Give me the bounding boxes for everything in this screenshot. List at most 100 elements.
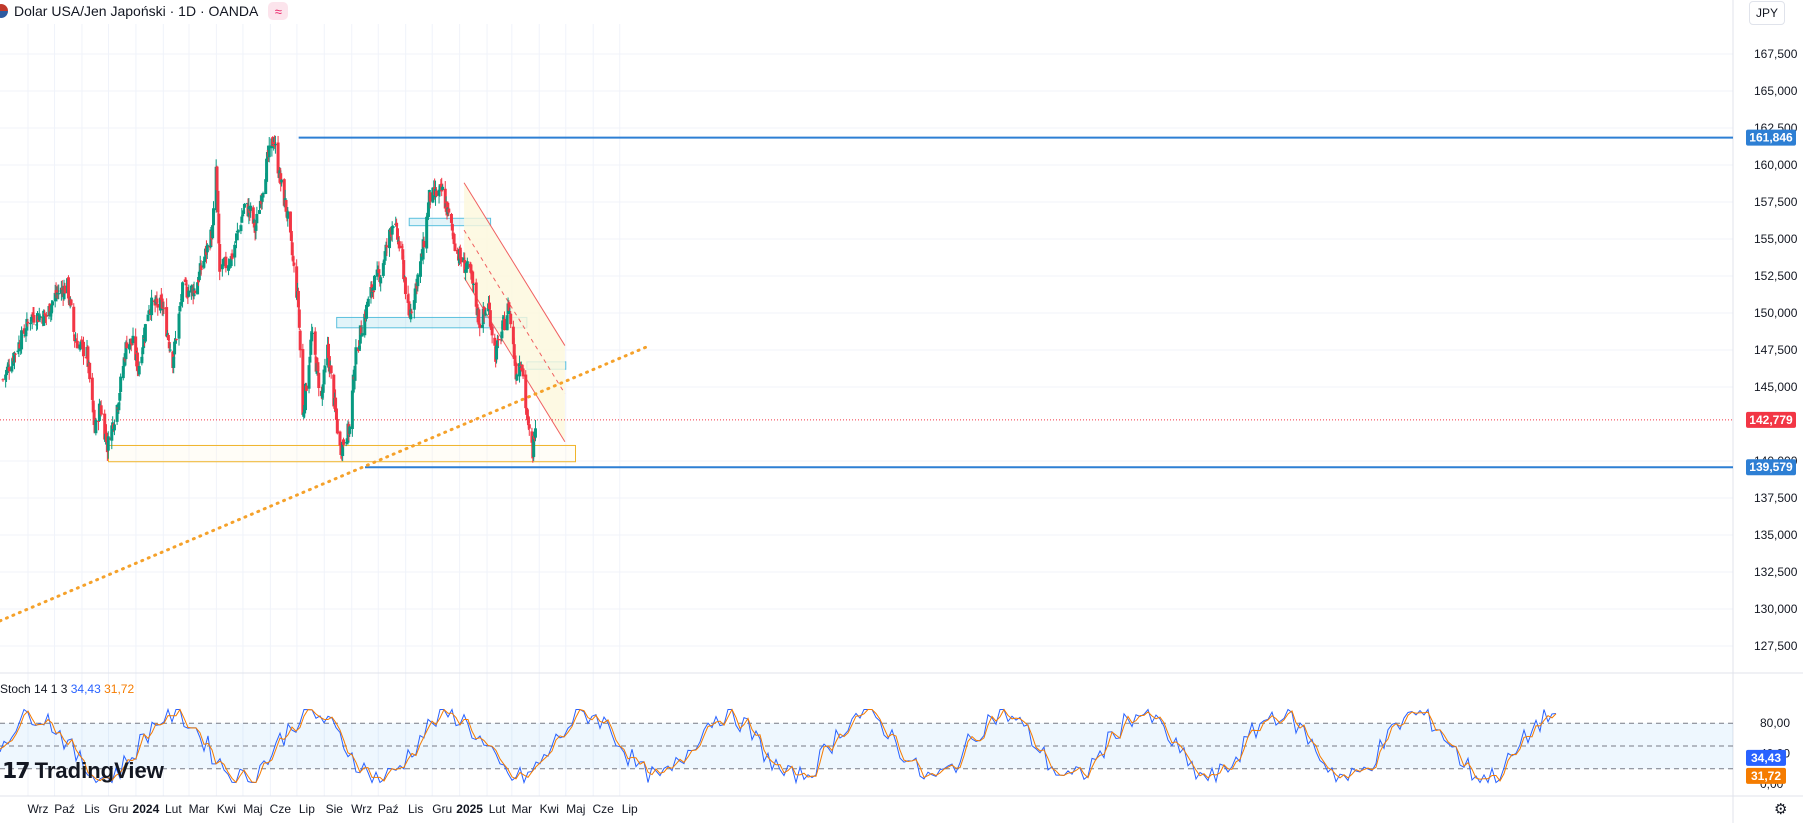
price-tick-label: 145,000 — [1754, 380, 1798, 394]
candle-body — [280, 179, 284, 183]
candle-body — [511, 326, 515, 345]
candle-body — [217, 213, 221, 244]
candle-body — [304, 385, 308, 391]
candle-body — [80, 339, 84, 341]
candle-body — [363, 313, 367, 336]
candle-body — [112, 424, 116, 431]
candle-body — [26, 321, 30, 324]
candle-body — [78, 344, 82, 350]
tradingview-logo[interactable]: 𝟭𝟳 TradingView — [2, 758, 164, 784]
candle-body — [57, 293, 61, 295]
candle-body — [90, 377, 94, 400]
candle-body — [456, 249, 460, 254]
candle-body — [22, 328, 26, 334]
candle-body — [10, 366, 14, 372]
candle-body — [121, 366, 125, 379]
price-badge — [1746, 411, 1796, 428]
candle-body — [104, 432, 108, 443]
gear-icon[interactable]: ⚙ — [1774, 801, 1788, 818]
candle-body — [291, 256, 295, 261]
time-axis-label: Sie — [326, 802, 344, 816]
candle-body — [147, 310, 151, 315]
stoch-legend[interactable]: Stoch 14 1 3 34,43 31,72 — [0, 682, 134, 696]
candle-body — [69, 299, 73, 306]
price-tick-label: 135,000 — [1754, 528, 1798, 542]
candle-body — [235, 233, 239, 241]
price-tick-label: 155,000 — [1754, 232, 1798, 246]
candle-body — [150, 297, 154, 316]
candle-body — [426, 202, 430, 217]
candle-body — [418, 261, 422, 277]
time-axis-label: Kwi — [217, 802, 236, 816]
time-axis-label: Lut — [165, 802, 182, 816]
wave-icon[interactable]: ≈ — [268, 2, 289, 20]
candle-body — [527, 424, 531, 429]
price-tick-label: 130,000 — [1754, 602, 1798, 616]
time-axis-label: Mar — [511, 802, 532, 816]
candle-body — [4, 374, 8, 380]
candle-body — [371, 287, 375, 294]
candle-body — [30, 314, 34, 321]
candle-body — [384, 244, 388, 254]
candle-body — [391, 226, 395, 229]
time-axis-label: Maj — [243, 802, 262, 816]
channel-mid-line — [463, 229, 566, 394]
dotted-trendline — [0, 345, 648, 623]
candle-body — [190, 286, 194, 289]
price-tick-label: 160,000 — [1754, 158, 1798, 172]
candle-body — [167, 341, 171, 349]
candle-body — [97, 420, 101, 422]
candle-body — [49, 311, 53, 317]
candle-body — [489, 324, 493, 329]
candle-body — [372, 275, 376, 291]
candle-body — [227, 265, 231, 271]
currency-button[interactable]: JPY — [1749, 1, 1785, 25]
candle-body — [189, 285, 193, 293]
candle-body — [481, 308, 485, 325]
candle-body — [103, 413, 107, 440]
candle-body — [320, 390, 324, 398]
candle-body — [500, 331, 504, 339]
candle-body — [218, 244, 222, 272]
candle-body — [351, 374, 355, 393]
time-axis-label: Paź — [378, 802, 399, 816]
candle-body — [196, 282, 200, 295]
candle-body — [5, 366, 9, 373]
candle-body — [184, 283, 188, 286]
time-axis-label: Lis — [84, 802, 99, 816]
candle-body — [496, 339, 500, 341]
candle-body — [122, 357, 126, 367]
candle-body — [488, 310, 492, 327]
candle-body — [431, 187, 435, 203]
candle-body — [421, 239, 425, 260]
candle-body — [67, 296, 71, 303]
time-axis-label: Lip — [299, 802, 315, 816]
candle-body — [230, 253, 234, 259]
candle-body — [115, 405, 119, 422]
time-axis-label: Paź — [54, 802, 75, 816]
candle-body — [410, 311, 414, 313]
candle-body — [43, 313, 47, 315]
candle-body — [134, 336, 138, 361]
candle-body — [117, 402, 121, 411]
candle-body — [357, 345, 361, 350]
stoch-d-value: 31,72 — [104, 682, 135, 696]
candle-body — [508, 312, 512, 314]
candle-body — [233, 244, 237, 258]
candle-body — [342, 439, 346, 445]
candle-body — [462, 257, 466, 263]
candle-body — [422, 241, 426, 248]
candle-body — [326, 343, 330, 358]
candle-body — [245, 203, 249, 205]
candle-body — [1, 379, 5, 381]
symbol-title[interactable]: Dolar USA/Jen Japoński · 1D · OANDA — [14, 3, 259, 19]
price-tick-label: 132,500 — [1754, 565, 1798, 579]
candle-body — [310, 332, 314, 342]
candle-body — [193, 290, 197, 293]
candle-body — [441, 186, 445, 191]
candle-body — [495, 345, 499, 360]
candle-body — [354, 347, 358, 365]
candle-body — [31, 312, 35, 317]
time-axis-label: Wrz — [27, 802, 48, 816]
